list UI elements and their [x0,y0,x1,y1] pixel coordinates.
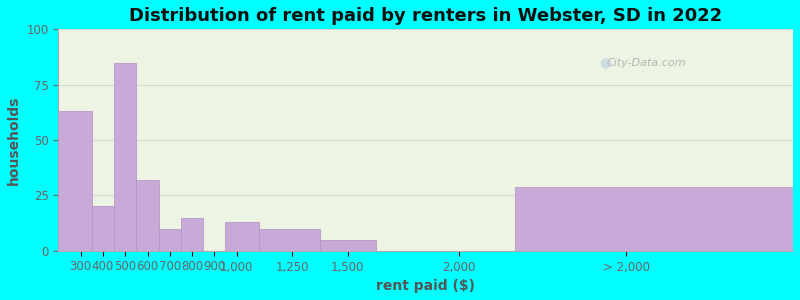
Y-axis label: households: households [7,95,21,185]
Bar [158,229,181,251]
Text: City-Data.com: City-Data.com [606,58,686,68]
Bar [136,180,158,251]
Bar [181,218,203,251]
Title: Distribution of rent paid by renters in Webster, SD in 2022: Distribution of rent paid by renters in … [129,7,722,25]
X-axis label: rent paid ($): rent paid ($) [376,279,475,293]
Bar [320,240,376,251]
Bar [226,222,259,251]
Bar [92,206,114,251]
Text: ●: ● [600,56,612,70]
Bar [259,229,320,251]
Bar [114,62,136,251]
Bar [515,187,793,251]
Bar [58,111,92,251]
